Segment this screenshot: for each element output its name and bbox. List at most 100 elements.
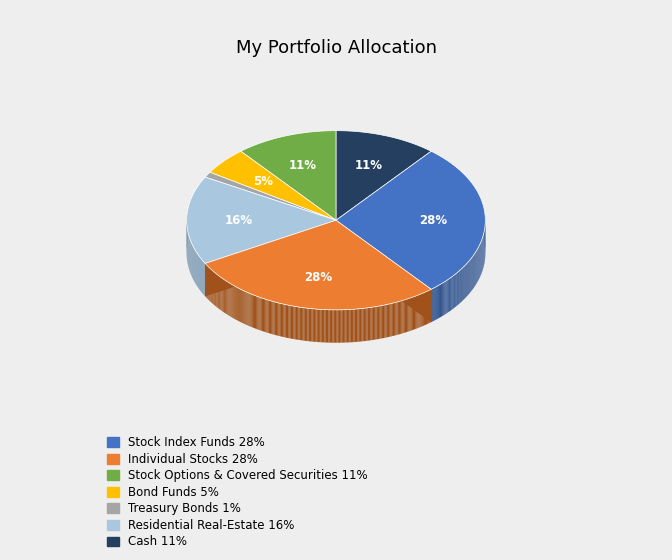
Polygon shape xyxy=(333,310,335,343)
Polygon shape xyxy=(382,305,383,338)
Polygon shape xyxy=(331,310,332,343)
Polygon shape xyxy=(360,309,361,342)
Polygon shape xyxy=(440,284,441,318)
Polygon shape xyxy=(422,293,423,326)
Polygon shape xyxy=(383,305,384,338)
Polygon shape xyxy=(340,310,341,343)
Polygon shape xyxy=(218,276,219,309)
Polygon shape xyxy=(301,307,302,340)
Polygon shape xyxy=(428,290,429,324)
Polygon shape xyxy=(458,271,459,305)
Polygon shape xyxy=(370,307,372,340)
Polygon shape xyxy=(412,297,413,330)
Polygon shape xyxy=(222,278,223,312)
Polygon shape xyxy=(237,287,238,321)
Polygon shape xyxy=(310,309,311,342)
Polygon shape xyxy=(344,310,345,343)
Polygon shape xyxy=(317,309,318,342)
Polygon shape xyxy=(403,300,404,333)
Polygon shape xyxy=(271,301,272,334)
Polygon shape xyxy=(434,287,435,321)
Polygon shape xyxy=(393,303,394,336)
Polygon shape xyxy=(242,290,243,323)
Polygon shape xyxy=(425,292,426,325)
Polygon shape xyxy=(257,296,259,330)
Polygon shape xyxy=(286,305,287,338)
Polygon shape xyxy=(369,307,370,340)
Polygon shape xyxy=(314,309,315,342)
Polygon shape xyxy=(298,307,300,340)
Polygon shape xyxy=(308,309,310,342)
Polygon shape xyxy=(213,271,214,304)
Polygon shape xyxy=(253,295,254,328)
Polygon shape xyxy=(327,310,329,343)
Polygon shape xyxy=(233,285,235,319)
Polygon shape xyxy=(405,300,406,333)
Polygon shape xyxy=(274,302,275,335)
Polygon shape xyxy=(404,300,405,333)
Polygon shape xyxy=(266,300,267,333)
Polygon shape xyxy=(264,299,265,332)
Polygon shape xyxy=(272,301,274,334)
Polygon shape xyxy=(293,306,294,339)
Polygon shape xyxy=(398,301,399,335)
Polygon shape xyxy=(443,282,444,316)
Polygon shape xyxy=(267,300,269,333)
Polygon shape xyxy=(348,310,349,342)
Polygon shape xyxy=(399,301,400,334)
Polygon shape xyxy=(456,273,457,306)
Polygon shape xyxy=(454,274,455,308)
Polygon shape xyxy=(421,293,422,327)
Polygon shape xyxy=(244,291,245,324)
Polygon shape xyxy=(332,310,333,343)
Polygon shape xyxy=(269,300,270,334)
Polygon shape xyxy=(336,151,485,290)
Polygon shape xyxy=(287,305,288,338)
Polygon shape xyxy=(365,308,366,341)
Polygon shape xyxy=(424,292,425,325)
Polygon shape xyxy=(414,296,415,329)
Polygon shape xyxy=(392,303,393,336)
Polygon shape xyxy=(288,305,290,338)
Polygon shape xyxy=(280,303,281,337)
Polygon shape xyxy=(277,302,278,336)
Polygon shape xyxy=(238,288,239,321)
Polygon shape xyxy=(386,304,388,337)
Polygon shape xyxy=(389,304,390,337)
Polygon shape xyxy=(315,309,317,342)
Polygon shape xyxy=(276,302,277,335)
Polygon shape xyxy=(210,269,211,302)
Polygon shape xyxy=(431,289,432,322)
Polygon shape xyxy=(208,267,209,300)
Polygon shape xyxy=(214,272,215,306)
Polygon shape xyxy=(401,301,403,334)
Polygon shape xyxy=(256,296,257,329)
Polygon shape xyxy=(406,299,407,332)
Polygon shape xyxy=(270,301,271,334)
Polygon shape xyxy=(419,294,421,328)
Polygon shape xyxy=(230,283,231,317)
Polygon shape xyxy=(460,269,461,303)
Polygon shape xyxy=(292,306,293,339)
Text: 11%: 11% xyxy=(355,159,383,172)
Polygon shape xyxy=(433,288,434,321)
Polygon shape xyxy=(450,278,451,311)
Polygon shape xyxy=(364,308,365,341)
Polygon shape xyxy=(457,272,458,305)
Polygon shape xyxy=(353,309,355,342)
Polygon shape xyxy=(448,279,449,312)
Polygon shape xyxy=(432,288,433,321)
Polygon shape xyxy=(347,310,348,343)
Polygon shape xyxy=(394,302,395,335)
Polygon shape xyxy=(423,293,424,326)
Polygon shape xyxy=(261,297,262,331)
Polygon shape xyxy=(417,295,419,328)
Polygon shape xyxy=(449,278,450,311)
Polygon shape xyxy=(252,294,253,328)
Polygon shape xyxy=(255,296,256,329)
Polygon shape xyxy=(262,298,263,332)
Polygon shape xyxy=(323,310,325,343)
Polygon shape xyxy=(319,309,321,342)
Polygon shape xyxy=(341,310,343,343)
Polygon shape xyxy=(407,298,409,332)
